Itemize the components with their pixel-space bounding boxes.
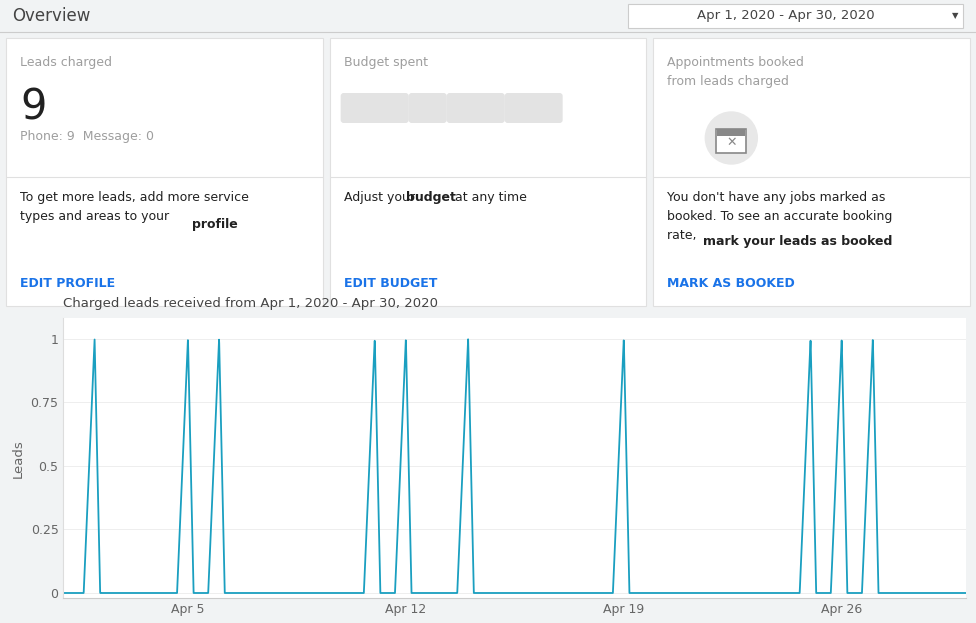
Text: ▼: ▼ xyxy=(952,11,958,21)
Text: .: . xyxy=(871,235,874,249)
Text: Budget spent: Budget spent xyxy=(344,56,427,69)
Text: You don't have any jobs marked as
booked. To see an accurate booking
rate,: You don't have any jobs marked as booked… xyxy=(668,191,893,242)
Text: Leads charged: Leads charged xyxy=(20,56,112,69)
Text: Overview: Overview xyxy=(12,7,91,25)
Text: Adjust your: Adjust your xyxy=(344,191,419,204)
Text: at any time: at any time xyxy=(451,191,526,204)
Text: Apr 1, 2020 - Apr 30, 2020: Apr 1, 2020 - Apr 30, 2020 xyxy=(697,9,874,22)
Circle shape xyxy=(706,112,757,164)
FancyBboxPatch shape xyxy=(628,4,963,28)
Text: To get more leads, add more service
types and areas to your: To get more leads, add more service type… xyxy=(20,191,249,224)
Text: Phone: 9  Message: 0: Phone: 9 Message: 0 xyxy=(20,130,154,143)
Text: EDIT PROFILE: EDIT PROFILE xyxy=(20,277,115,290)
FancyBboxPatch shape xyxy=(330,38,646,306)
Text: ✕: ✕ xyxy=(726,135,737,148)
FancyBboxPatch shape xyxy=(716,129,747,153)
FancyBboxPatch shape xyxy=(717,129,746,136)
Text: profile: profile xyxy=(192,218,238,231)
Text: mark your leads as booked: mark your leads as booked xyxy=(704,235,893,249)
Text: Appointments booked
from leads charged: Appointments booked from leads charged xyxy=(668,56,804,88)
FancyBboxPatch shape xyxy=(0,0,976,32)
Text: MARK AS BOOKED: MARK AS BOOKED xyxy=(668,277,795,290)
Text: 9: 9 xyxy=(20,86,47,128)
Y-axis label: Leads: Leads xyxy=(12,439,25,478)
Text: budget: budget xyxy=(406,191,456,204)
Text: Charged leads received from Apr 1, 2020 - Apr 30, 2020: Charged leads received from Apr 1, 2020 … xyxy=(63,297,438,310)
FancyBboxPatch shape xyxy=(6,38,323,306)
FancyBboxPatch shape xyxy=(447,93,505,123)
FancyBboxPatch shape xyxy=(341,93,409,123)
FancyBboxPatch shape xyxy=(409,93,447,123)
FancyBboxPatch shape xyxy=(653,38,970,306)
FancyBboxPatch shape xyxy=(505,93,563,123)
Text: EDIT BUDGET: EDIT BUDGET xyxy=(344,277,437,290)
